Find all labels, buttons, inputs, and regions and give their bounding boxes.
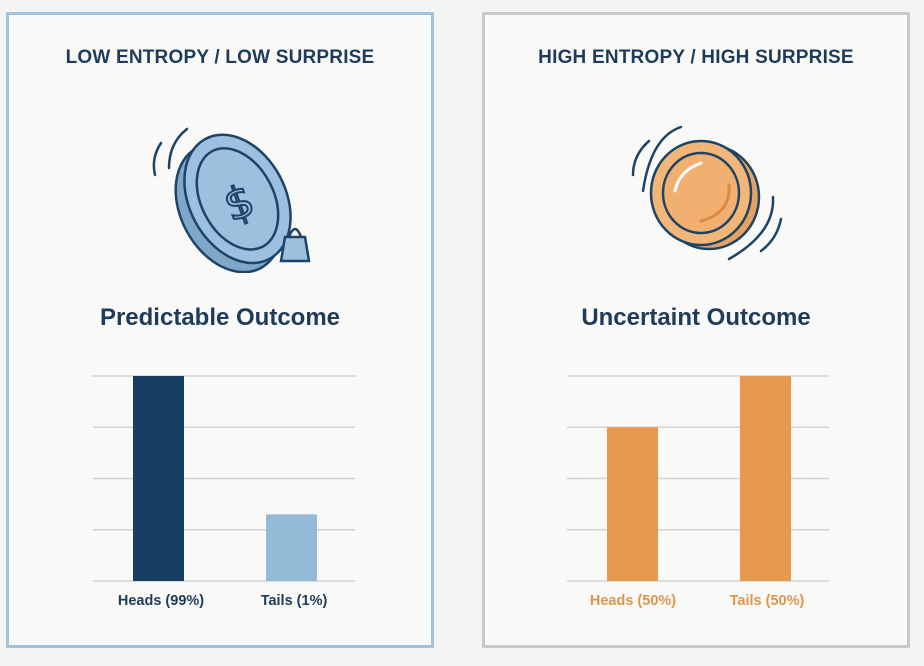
panel-subtitle: Uncertaint Outcome (581, 304, 811, 331)
spinning-coin-icon (631, 125, 783, 261)
bar-chart-predictable (93, 375, 355, 582)
panel-title: LOW ENTROPY / LOW SURPRISE (65, 47, 375, 68)
panel-title: HIGH ENTROPY / HIGH SURPRISE (538, 47, 854, 68)
tick-label-tails: Tails (1%) (260, 593, 328, 609)
bar-tails (740, 376, 791, 581)
weighted-dollar-coin-icon: $ (152, 127, 311, 273)
panel-subtitle: Predictable Outcome (99, 304, 341, 331)
tick-label-heads: Heads (99%) (117, 593, 205, 609)
bar-tails (266, 514, 317, 581)
bar-heads (133, 376, 184, 581)
low-entropy-panel: LOW ENTROPY / LOW SURPRISE $ Predictable… (6, 12, 434, 648)
bar-chart-uncertain (567, 375, 829, 582)
tick-label-tails: Tails (50%) (729, 593, 805, 609)
tick-label-heads: Heads (50%) (589, 593, 677, 609)
high-entropy-panel: HIGH ENTROPY / HIGH SURPRISE Uncertaint … (482, 12, 910, 648)
bar-heads (607, 427, 658, 581)
